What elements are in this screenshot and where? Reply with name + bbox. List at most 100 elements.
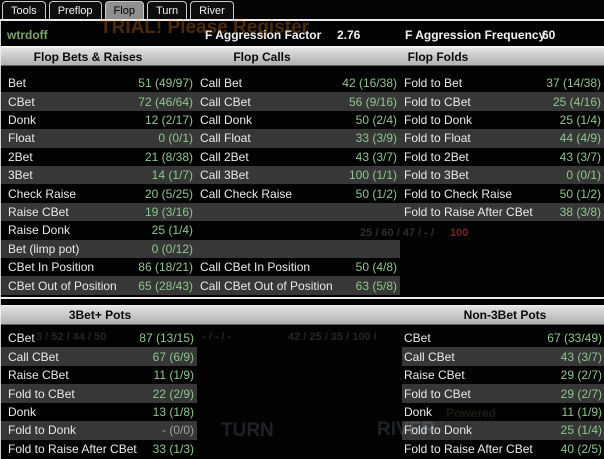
stat-cell: Float 0 (0/1) [0,129,196,148]
stat-value: 20 (5/25) [144,186,193,201]
stat-label: Fold to Raise After CBet [404,205,533,220]
stat-value: 43 (3/7) [355,149,397,164]
stat-value: 72 (46/64) [138,94,193,109]
pot-stat-row: CBet 87 (13/15) [0,329,197,348]
stat-cell: Raise CBet 19 (3/16) [0,202,196,222]
stat-cell: Call 3Bet 100 (1/1) [196,166,400,185]
stat-value: 12 (2/17) [144,113,193,128]
pot-stat-row: Donk 13 (1/8) [0,402,197,422]
stat-value: - (0/0) [161,423,194,438]
stat-label: Fold to Raise After CBet [404,441,533,456]
stat-cell [400,221,604,240]
tab-tools[interactable]: Tools [2,1,46,19]
stat-value: 86 (18/21) [138,260,193,275]
stat-cell: Call CBet 56 (9/16) [196,92,400,111]
pot-stat-row: Raise CBet 29 (2/7) [402,365,604,385]
stat-cell [196,202,400,222]
stat-label: Fold to Raise After CBet [8,441,137,456]
header-threebet-pots: 3Bet+ Pots [68,308,132,322]
stat-cell: Bet 51 (49/97) [0,74,196,93]
tab-preflop[interactable]: Preflop [48,1,102,19]
stat-label: Call 2Bet [200,149,249,164]
stat-label: Call Check Raise [200,186,293,201]
stat-value: 29 (2/7) [560,368,602,383]
stat-value: 42 (16/38) [342,76,397,91]
stat-label: Fold to CBet [404,94,471,109]
stat-value: 29 (2/7) [560,386,602,401]
tab-bar: Tools Preflop Flop Turn River [0,0,604,21]
stat-label: Bet [8,76,27,91]
stat-label: Donk [8,404,37,419]
stat-label: Call Float [200,131,251,146]
stat-label: Raise Donk [8,223,71,238]
stat-cell: 2Bet 21 (8/38) [0,147,196,167]
flop-section-header-bar: Flop Bets & Raises Flop Calls Flop Folds [0,46,604,66]
stat-label: Call CBet In Position [200,260,311,275]
pot-stat-row: Call CBet 43 (3/7) [402,347,604,366]
stat-cell [400,276,604,295]
stat-cell: Fold to Float 44 (4/9) [400,129,604,148]
pot-stat-row: Call CBet 67 (6/9) [0,347,197,366]
bg-stat-line-right: 42 / 25 / 35 / 100 / [288,331,377,343]
stat-cell: Donk 12 (2/17) [0,110,196,130]
flop-stat-row: CBet Out of Position 65 (28/43) Call CBet … [0,276,604,295]
stat-cell: Bet (limp pot) 0 (0/12) [0,239,196,259]
stat-label: Raise CBet [404,368,465,383]
aggression-factor-value: 2.76 [337,28,361,42]
stat-cell: Call Bet 42 (16/38) [196,74,400,93]
tab-flop[interactable]: Flop [104,1,144,19]
non-threebet-pots-table: CBet 67 (33/49) Call CBet 43 (3/7) Raise CBe… [402,329,604,459]
stat-value: 25 (1/4) [151,223,193,238]
stat-label: CBet Out of Position [8,278,117,293]
stat-value: 65 (28/43) [138,278,193,293]
stat-value: 67 (6/9) [152,349,194,364]
pot-stat-row: Fold to Donk - (0/0) [0,421,197,440]
stat-label: CBet [8,94,35,109]
stat-value: 0 (0/12) [151,241,193,256]
stat-label: Call 3Bet [200,168,249,183]
stat-value: 40 (2/5) [560,441,602,456]
stat-value: 50 (1/2) [559,186,601,201]
stat-label: 3Bet [8,168,33,183]
threebet-pots-table: CBet 87 (13/15) Call CBet 67 (6/9) Raise CBe… [0,329,197,459]
stat-label: Call CBet Out of Position [200,278,333,293]
stat-label: 2Bet [8,149,33,164]
pot-stat-row: Fold to Raise After CBet 33 (1/3) [0,439,197,459]
stat-value: 50 (4/8) [355,260,397,275]
stat-value: 38 (3/8) [559,205,601,220]
stat-label: Raise CBet [8,368,69,383]
header-flop-bets-raises: Flop Bets & Raises [33,50,143,64]
stat-cell: Fold to CBet 25 (4/16) [400,92,604,111]
stat-value: 11 (1/9) [153,368,194,383]
pot-stat-row: Donk 11 (1/9) [402,402,604,422]
stat-value: 33 (3/9) [355,131,397,146]
pot-stat-row: Fold to CBet 22 (2/9) [0,384,197,403]
stat-cell: Fold to Check Raise 50 (1/2) [400,184,604,203]
stat-label: Fold to 3Bet [404,168,469,183]
stat-cell: Fold to 3Bet 0 (0/1) [400,166,604,185]
aggression-factor-label: F Aggression Factor [205,28,322,42]
stat-value: 21 (8/38) [144,149,193,164]
stat-label: Bet (limp pot) [8,241,80,256]
header-non-threebet-pots: Non-3Bet Pots [463,308,547,322]
stat-cell: CBet Out of Position 65 (28/43) [0,276,196,295]
stat-cell: Call Donk 50 (2/4) [196,110,400,130]
flop-stats-table: Bet 51 (49/97) Call Bet 42 (16/38) Fold to B… [0,74,604,295]
stat-value: 44 (4/9) [559,131,601,146]
stat-label: Call CBet [404,349,455,364]
stat-value: 63 (5/8) [355,278,397,293]
stat-cell: CBet In Position 86 (18/21) [0,258,196,277]
stat-label: Fold to Check Raise [404,186,513,201]
stat-cell: Fold to Raise After CBet 38 (3/8) [400,202,604,222]
aggression-frequency-label: F Aggression Frequency [405,28,546,42]
stat-cell: Call Check Raise 50 (1/2) [196,184,400,203]
stat-value: 50 (2/4) [355,113,397,128]
stat-label: Donk [404,404,433,419]
tab-river[interactable]: River [190,1,234,19]
stat-label: Call CBet [200,94,251,109]
tab-turn[interactable]: Turn [146,1,188,19]
flop-stat-row: Donk 12 (2/17) Call Donk 50 (2/4) Fold to Do… [0,110,604,130]
stat-label: Fold to CBet [404,386,471,401]
flop-stat-row: Float 0 (0/1) Call Float 33 (3/9) Fold to Fl… [0,129,604,148]
